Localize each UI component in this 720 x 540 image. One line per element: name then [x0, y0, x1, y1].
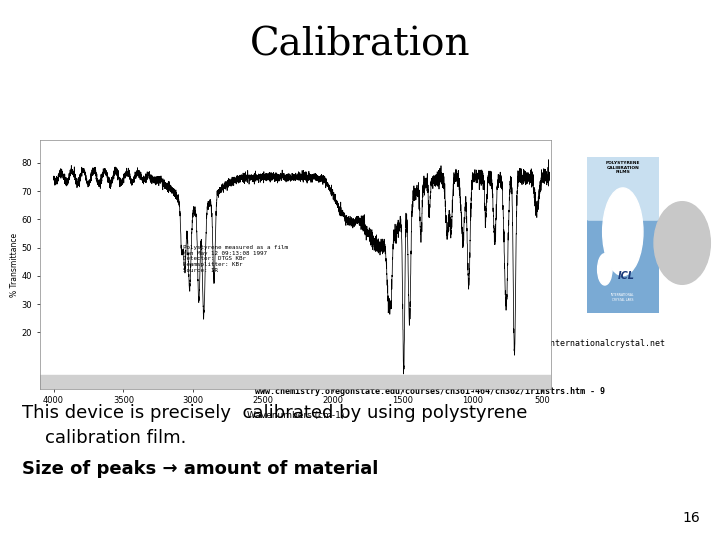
Text: 16: 16: [683, 511, 700, 525]
Ellipse shape: [654, 201, 711, 284]
FancyBboxPatch shape: [585, 150, 661, 221]
Circle shape: [598, 254, 612, 285]
X-axis label: Wavenumbers (cm-1): Wavenumbers (cm-1): [246, 411, 344, 420]
Bar: [40, 375, 551, 389]
Text: ICL: ICL: [618, 271, 635, 281]
Text: Polystyrene measured as a film
Mon May 12 09:13:08 1997
Detector: DTGS KBr
Beams: Polystyrene measured as a film Mon May 1…: [183, 245, 288, 273]
Y-axis label: % Transmittance: % Transmittance: [9, 233, 19, 296]
Circle shape: [603, 188, 643, 275]
Text: POLYSTYRENE
CALIBRATION
FILMS: POLYSTYRENE CALIBRATION FILMS: [606, 161, 640, 174]
Text: www.chemistry.oregonstate.edu/courses/ch361-464/ch362/irinstrs.htm - 9: www.chemistry.oregonstate.edu/courses/ch…: [255, 388, 605, 396]
Text: INTERNATIONAL
CRYSTAL LABS: INTERNATIONAL CRYSTAL LABS: [611, 293, 634, 302]
Text: Calibration: Calibration: [250, 26, 470, 64]
Text: Size of peaks → amount of material: Size of peaks → amount of material: [22, 460, 379, 478]
Text: This device is precisely  calibrated by using polystyrene
    calibration film.: This device is precisely calibrated by u…: [22, 404, 527, 447]
Text: www.internationalcrystal.net: www.internationalcrystal.net: [525, 339, 665, 348]
FancyBboxPatch shape: [585, 150, 661, 320]
